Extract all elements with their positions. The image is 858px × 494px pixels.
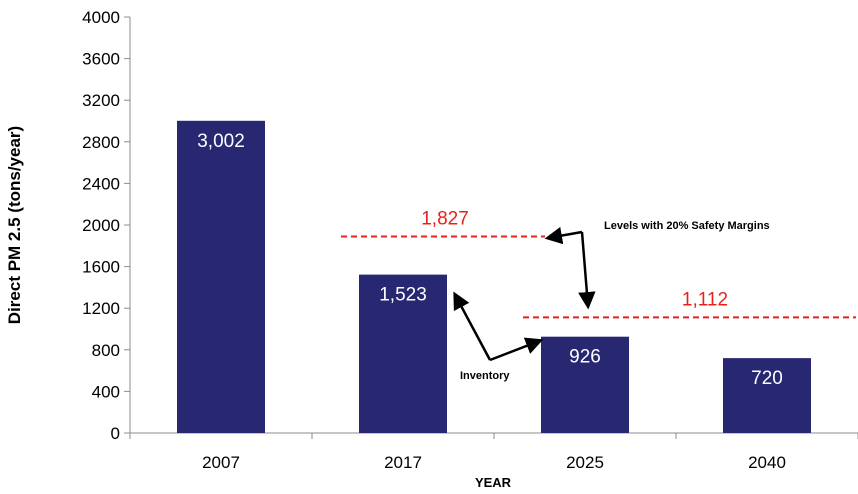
- bar: [541, 336, 629, 433]
- y-tick-label: 400: [92, 382, 120, 401]
- x-axis-label: YEAR: [475, 475, 512, 490]
- reference-lines: 1,827 1,112: [341, 208, 856, 319]
- y-tick-label: 3600: [82, 50, 120, 69]
- x-tick-label: 2007: [202, 453, 240, 472]
- bar: [359, 274, 447, 433]
- bars: 3,002 1,523 926 720: [177, 120, 811, 434]
- arrow-to-1827-line: [544, 226, 583, 245]
- y-tick-label: 2400: [82, 174, 120, 193]
- bar-data-label: 926: [569, 347, 601, 368]
- x-tick-label: 2017: [384, 453, 422, 472]
- y-tick-label: 800: [92, 341, 120, 360]
- annotation-inventory: Inventory: [460, 370, 510, 382]
- safety-margin-label: 1,112: [682, 289, 728, 310]
- y-tick-label: 1200: [82, 299, 120, 318]
- arrow-to-2025-bar: [489, 337, 544, 362]
- x-tick-label: 2040: [748, 453, 786, 472]
- y-tick-label: 4000: [82, 8, 120, 27]
- bar-data-label: 3,002: [197, 131, 245, 152]
- safety-margin-label: 1,827: [421, 208, 469, 229]
- bar: [177, 120, 265, 434]
- axes: 0 400 800 1200 1600 2000 2400 2800 3200 3600 4000 2…: [82, 8, 858, 472]
- y-axis-label: Direct PM 2.5 (tons/year): [5, 126, 24, 324]
- y-tick-label: 2000: [82, 216, 120, 235]
- y-tick-label: 0: [111, 424, 120, 443]
- y-tick-label: 2800: [82, 133, 120, 152]
- y-tick-label: 1600: [82, 258, 120, 277]
- bar-data-label: 720: [751, 368, 783, 389]
- arrow-to-1112-line: [578, 231, 596, 310]
- annotations: Levels with 20% Safety Margins Inventory: [453, 220, 770, 382]
- bar-data-label: 1,523: [379, 285, 427, 306]
- arrow-to-2017-bar: [453, 291, 492, 361]
- y-tick-label: 3200: [82, 91, 120, 110]
- bar: [723, 358, 811, 433]
- annotation-safety-margins: Levels with 20% Safety Margins: [604, 220, 770, 232]
- x-tick-label: 2025: [566, 453, 604, 472]
